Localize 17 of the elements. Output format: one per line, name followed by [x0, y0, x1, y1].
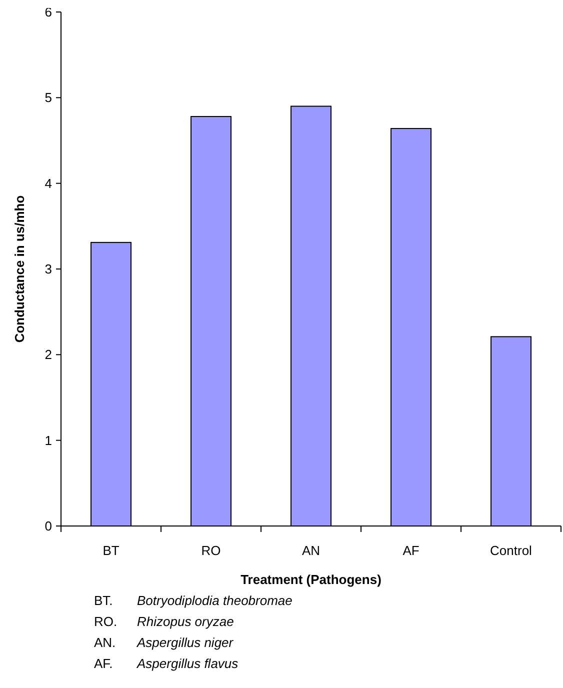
y-tick-label: 4 [44, 176, 52, 191]
text: RO. Rhizopus oryzae [94, 614, 234, 629]
y-tick-label: 2 [44, 347, 52, 362]
x-tick-label: AF [402, 543, 420, 558]
x-tick-label: AN [302, 543, 320, 558]
x-tick-label: Control [490, 543, 532, 558]
y-tick-label: 0 [44, 518, 52, 534]
text: BT. Botryodiplodia theobromae [94, 593, 292, 608]
x-axis-title: Treatment (Pathogens) [240, 572, 382, 587]
y-tick-label: 1 [44, 432, 52, 448]
y-tick-label: 5 [44, 90, 52, 106]
text: AN. Aspergillus niger [94, 635, 234, 650]
x-tick-label: RO [201, 543, 221, 558]
y-axis-title: Conductance in us/mho [12, 195, 27, 343]
x-tick-label: BT [102, 543, 120, 558]
y-tick-label: 3 [44, 262, 52, 277]
text: AF. Aspergillus flavus [94, 656, 238, 671]
